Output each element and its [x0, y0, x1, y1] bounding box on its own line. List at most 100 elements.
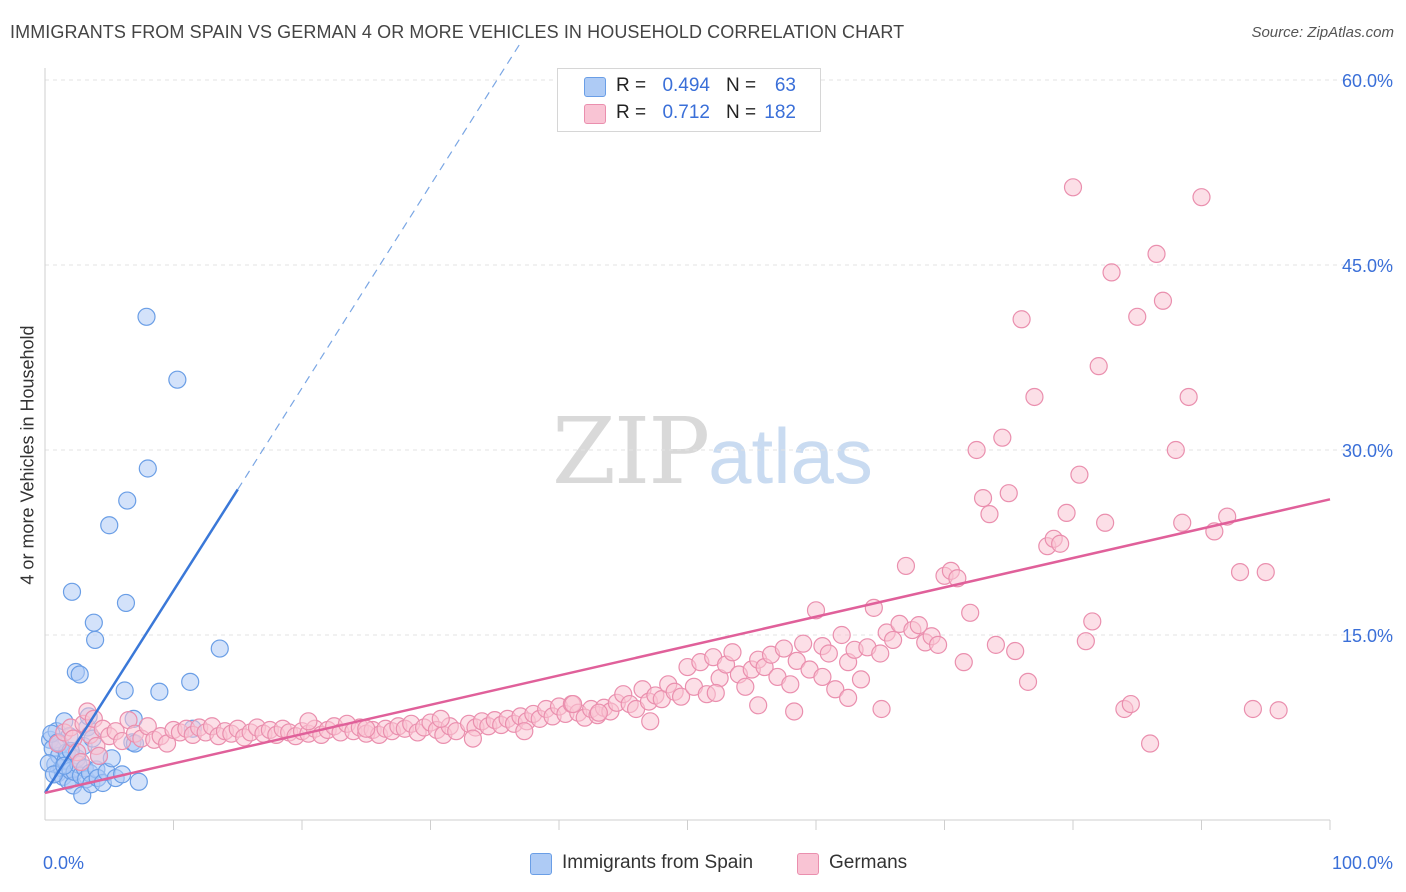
watermark-atlas: atlas [708, 412, 873, 500]
spain-point [129, 772, 148, 791]
spain-point [100, 516, 119, 535]
germans-point [89, 746, 109, 765]
germans-point [1076, 632, 1095, 651]
y-tick-label: 30.0% [1342, 441, 1393, 461]
x-tick-label: 100.0% [1332, 853, 1393, 873]
spain-point [86, 630, 105, 650]
germans-point [787, 651, 806, 671]
legend-n-value: 63 [774, 75, 796, 96]
germans-point [1018, 672, 1038, 691]
germans-point [794, 634, 813, 653]
germans-point [1025, 387, 1044, 407]
y-tick-label: 45.0% [1342, 256, 1393, 276]
germans-point [980, 505, 999, 524]
germans-trend-line [44, 498, 1331, 795]
germans-point [1057, 503, 1076, 523]
germans-point [909, 616, 928, 635]
watermark-zip: ZIP [552, 398, 710, 505]
germans-point [564, 694, 583, 714]
bottom-legend-label-spain: Immigrants from Spain [562, 852, 754, 873]
spain-point [150, 682, 169, 701]
correlation-legend: R = 0.494 N = 63 R = 0.712 N = 182 [557, 68, 821, 132]
bottom-legend-swatch-germans [797, 853, 819, 875]
germans-point [1230, 562, 1250, 582]
spain-point [62, 582, 82, 601]
germans-point [871, 644, 890, 663]
germans-point [1083, 612, 1102, 631]
germans-point [839, 688, 858, 708]
germans-point [1051, 534, 1070, 553]
germans-point [1173, 513, 1192, 532]
trend-lines [43, 42, 1331, 795]
germans-point [961, 603, 980, 622]
source-label: Source: ZipAtlas.com [1251, 24, 1394, 41]
germans-point [781, 675, 800, 694]
bottom-legend-label-germans: Germans [829, 852, 908, 873]
germans-point [1012, 310, 1031, 329]
germans-point [1128, 307, 1147, 326]
legend-n-label: N = [726, 102, 757, 123]
grid-lines [45, 79, 1395, 636]
germans-point [299, 712, 318, 731]
germans-point [723, 643, 742, 662]
germans-point [749, 696, 768, 715]
legend-r-value: 0.494 [662, 75, 710, 96]
legend-r-value: 0.712 [662, 102, 710, 123]
spain-point [116, 593, 136, 613]
legend-n-value: 182 [764, 102, 796, 123]
germans-point [1102, 263, 1121, 282]
spain-trend-extension [237, 42, 521, 490]
spain-point [210, 639, 229, 658]
legend-r-label: R = [616, 75, 647, 96]
germans-point [967, 440, 986, 460]
germans-point [986, 635, 1006, 654]
spain-point [84, 613, 103, 632]
germans-point [826, 680, 845, 699]
germans-point [973, 489, 993, 508]
spain-point [137, 307, 156, 326]
germans-point [1096, 513, 1115, 532]
legend-n-label: N = [726, 75, 757, 96]
germans-point [832, 625, 851, 645]
bottom-legend-swatch-spain [530, 853, 552, 875]
germans-point [928, 635, 948, 654]
germans-point [993, 428, 1012, 447]
germans-point [1192, 188, 1211, 207]
germans-point [785, 702, 804, 721]
germans-point [641, 712, 660, 731]
series-germans-points [48, 178, 1288, 772]
spain-point [138, 459, 157, 478]
chart-title: IMMIGRANTS FROM SPAIN VS GERMAN 4 OR MOR… [10, 22, 905, 42]
germans-point [515, 722, 534, 741]
legend-row-spain: R = 0.494 N = 63 [558, 73, 820, 101]
spain-point [181, 672, 200, 691]
germans-point [872, 699, 891, 719]
germans-point [1063, 178, 1083, 197]
germans-point [671, 687, 691, 706]
legend-r-label: R = [616, 102, 647, 123]
watermark: ZIPatlas [552, 398, 873, 505]
spain-point [70, 665, 89, 684]
legend-swatch-spain [584, 77, 606, 97]
germans-point [736, 677, 755, 696]
germans-point [819, 644, 838, 663]
spain-point [118, 491, 137, 510]
x-tick-label: 0.0% [43, 853, 84, 873]
germans-point [883, 630, 903, 650]
germans-point [851, 670, 871, 689]
germans-point [1179, 387, 1198, 407]
germans-point [589, 703, 608, 722]
germans-point [1070, 465, 1089, 484]
germans-point [1153, 291, 1173, 310]
germans-point [1006, 641, 1025, 661]
spain-point [168, 370, 187, 389]
germans-point [1166, 440, 1185, 460]
germans-point [813, 667, 832, 687]
y-axis-label: 4 or more Vehicles in Household [17, 325, 38, 585]
germans-point [774, 639, 793, 658]
germans-point [896, 556, 916, 576]
germans-point [1269, 701, 1288, 720]
germans-point [1089, 357, 1108, 376]
germans-point [463, 729, 483, 748]
